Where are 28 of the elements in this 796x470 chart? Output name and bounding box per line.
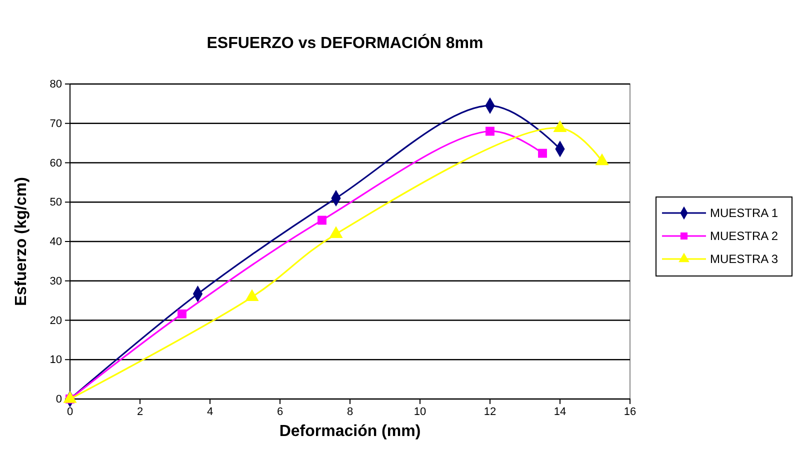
y-tick-label: 0 <box>56 394 62 406</box>
x-tick-label: 4 <box>206 406 214 418</box>
x-tick-label: 16 <box>624 406 636 418</box>
y-tick-label: 10 <box>50 354 62 366</box>
legend-label: MUESTRA 3 <box>710 252 778 266</box>
y-tick-label: 80 <box>50 78 62 91</box>
y-tick-label: 40 <box>50 236 62 248</box>
y-tick-label: 60 <box>50 157 62 170</box>
x-tick-label: 2 <box>136 406 144 418</box>
point <box>538 148 547 158</box>
x-tick-label: 0 <box>66 406 74 418</box>
y-tick-label: 50 <box>50 196 62 209</box>
point <box>318 216 326 225</box>
point <box>486 126 494 136</box>
y-tick-label: 70 <box>50 118 62 130</box>
x-tick-label: 6 <box>276 406 284 418</box>
x-tick-label: 8 <box>346 406 354 418</box>
point <box>178 309 186 318</box>
y-tick-label: 20 <box>50 314 62 327</box>
legend-label: MUESTRA 1 <box>710 206 778 220</box>
y-tick-label: 30 <box>50 275 62 288</box>
x-tick-label: 10 <box>414 406 426 418</box>
x-tick-label: 14 <box>554 406 566 418</box>
chart-title: ESFUERZO vs DEFORMACIÓN 8mm <box>206 33 484 52</box>
legend-label: MUESTRA 2 <box>710 229 778 243</box>
y-axis-title: Esfuerzo (kg/cm) <box>13 177 30 306</box>
x-tick-label: 12 <box>484 406 496 418</box>
x-axis-title: Deformación (mm) <box>279 423 421 440</box>
